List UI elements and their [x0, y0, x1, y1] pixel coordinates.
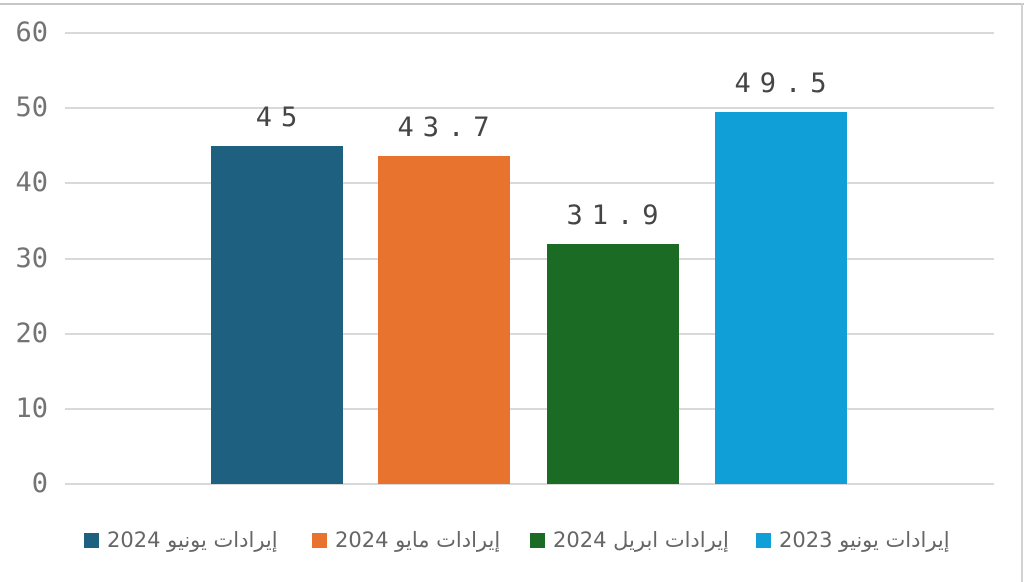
legend-marker [530, 532, 545, 548]
gridline [65, 257, 994, 260]
y-tick-label: 40 [15, 167, 48, 199]
gridline [65, 332, 994, 335]
bar-value-label: 45 [255, 101, 307, 133]
y-tick-label: 60 [15, 17, 48, 48]
y-tick-label: 20 [15, 317, 48, 349]
legend-item: إيرادات مايو 2024 [312, 528, 500, 552]
legend-item: إيرادات يونيو 2023 [756, 528, 950, 552]
legend-label: إيرادات مايو 2024 [335, 528, 501, 552]
bar-value-label: 31.9 [566, 200, 668, 232]
legend-marker [312, 532, 327, 548]
legend-item: إيرادات ابريل 2024 [530, 528, 729, 552]
bar-value-label: 43.7 [397, 111, 499, 143]
legend-marker [84, 532, 99, 548]
gridline [65, 483, 994, 485]
legend-label: إيرادات ابريل 2024 [553, 528, 729, 552]
bar-0 [211, 145, 343, 484]
gridline [65, 407, 994, 410]
bar-3 [715, 111, 847, 484]
chart-top-border [0, 3, 1024, 5]
gridline [65, 182, 994, 185]
chart-right-border [1021, 3, 1023, 582]
gridline [65, 107, 994, 110]
legend-item: إيرادات يونيو 2024 [84, 528, 278, 552]
bar-1 [378, 155, 510, 484]
y-tick-label: 0 [31, 468, 48, 499]
y-tick-label: 30 [15, 242, 48, 274]
bar-value-label: 49.5 [734, 67, 836, 99]
legend-label: إيرادات يونيو 2023 [779, 528, 950, 552]
bar-2 [547, 244, 679, 484]
y-tick-label: 10 [15, 392, 48, 424]
gridline [65, 32, 994, 34]
legend-label: إيرادات يونيو 2024 [107, 528, 278, 552]
legend-marker [756, 532, 771, 548]
y-tick-label: 50 [15, 92, 48, 124]
